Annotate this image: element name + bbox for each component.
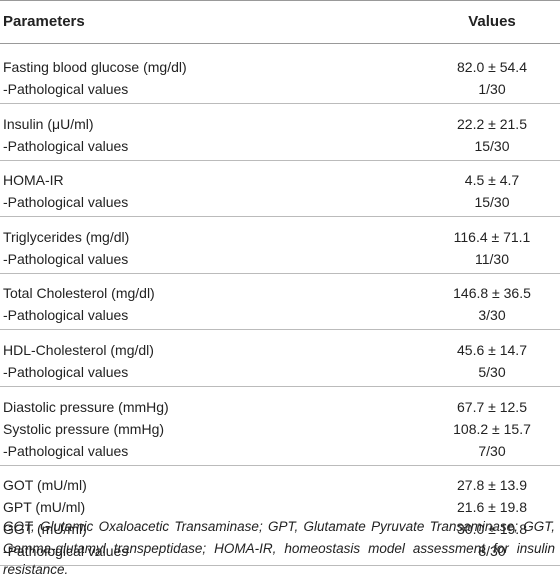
row-group: HOMA-IR 4.5 ± 4.7 -Pathological values 15/3…: [0, 169, 560, 218]
row-group: GOT (mU/ml) 27.8 ± 13.9 GPT (mU/ml) 21.6 ± …: [0, 474, 560, 567]
value-cell: 22.2 ± 21.5: [457, 115, 527, 132]
value-cell: 1/30: [478, 81, 506, 97]
row-group: Diastolic pressure (mmHg) 67.7 ± 12.5 Syst…: [0, 396, 560, 466]
footnote: GOT, Glutamic Oxaloacetic Transaminase; …: [3, 519, 555, 577]
value-cell: 15/30: [474, 194, 510, 211]
value-cell: 5/30: [478, 364, 506, 380]
table-row: Systolic pressure (mmHg) 108.2 ± 15.7: [0, 418, 560, 440]
value-cell: 116.4 ± 71.1: [453, 228, 531, 245]
row-group: Total Cholesterol (mg/dl) 146.8 ± 36.5 -Pa…: [0, 282, 560, 331]
parameter-cell: Total Cholesterol (mg/dl): [3, 285, 155, 302]
header-cell: Parameters: [3, 13, 85, 30]
value-cell: 4.5 ± 4.7: [464, 172, 520, 189]
row-group: HDL-Cholesterol (mg/dl) 45.6 ± 14.7 -Patho…: [0, 339, 560, 387]
table-row: Triglycerides (mg/dl) 116.4 ± 71.1: [0, 226, 560, 248]
parameter-cell: Fasting blood glucose (mg/dl): [3, 59, 187, 75]
parameter-cell: GOT (mU/ml): [3, 477, 87, 494]
parameter-cell: Insulin (μU/ml): [3, 115, 94, 132]
table-header: Parameters Values: [0, 0, 560, 44]
table-row: -Pathological values 7/30: [0, 440, 560, 462]
parameter-cell: GPT (mU/ml): [3, 499, 86, 516]
value-cell: 3/30: [478, 307, 506, 324]
table-row: GOT (mU/ml) 27.8 ± 13.9: [0, 474, 560, 496]
parameter-cell: Diastolic pressure (mmHg): [3, 398, 169, 415]
parameter-cell: -Pathological values: [3, 81, 129, 97]
parameter-cell: -Pathological values: [3, 250, 129, 267]
table-row: -Pathological values 8/30: [0, 540, 560, 562]
table-row: -Pathological values 5/30: [0, 361, 560, 383]
table-row: GGT (mU/ml) 30.0 ± 19.8: [0, 518, 560, 540]
parameter-cell: -Pathological values: [3, 137, 129, 154]
table-row: -Pathological values 11/30: [0, 248, 560, 270]
table-row: -Pathological values 15/30: [0, 135, 560, 157]
parameter-cell: -Pathological values: [3, 194, 129, 211]
parameter-cell: GGT (mU/ml): [3, 521, 87, 538]
parameter-cell: HOMA-IR: [3, 172, 64, 189]
table-row: Diastolic pressure (mmHg) 67.7 ± 12.5: [0, 396, 560, 418]
parameter-cell: Systolic pressure (mmHg): [3, 420, 165, 437]
table-row: HDL-Cholesterol (mg/dl) 45.6 ± 14.7: [0, 339, 560, 361]
header-cell: Values: [468, 13, 516, 30]
parameter-cell: -Pathological values: [3, 442, 129, 459]
value-cell: 45.6 ± 14.7: [457, 342, 527, 358]
value-cell: 15/30: [474, 137, 510, 154]
value-cell: 67.7 ± 12.5: [457, 398, 527, 415]
row-group: Triglycerides (mg/dl) 116.4 ± 71.1 -Pathol…: [0, 226, 560, 274]
value-cell: 21.6 ± 19.8: [457, 499, 527, 516]
row-group: Insulin (μU/ml) 22.2 ± 21.5 -Pathological …: [0, 113, 560, 161]
table-row: Fasting blood glucose (mg/dl) 82.0 ± 54.4: [0, 56, 560, 78]
parameter-cell: -Pathological values: [3, 307, 129, 324]
row-group: Fasting blood glucose (mg/dl) 82.0 ± 54.4…: [0, 56, 560, 104]
value-cell: 11/30: [475, 250, 509, 267]
parameter-cell: -Pathological values: [3, 543, 129, 560]
table-row: HOMA-IR 4.5 ± 4.7: [0, 169, 560, 191]
value-cell: 30.0 ± 19.8: [457, 521, 527, 538]
value-cell: 8/30: [478, 543, 506, 560]
parameter-cell: HDL-Cholesterol (mg/dl): [3, 342, 154, 358]
table-row: Insulin (μU/ml) 22.2 ± 21.5: [0, 113, 560, 135]
table-row: -Pathological values 1/30: [0, 78, 560, 100]
table-row: -Pathological values 15/30: [0, 191, 560, 213]
value-cell: 7/30: [478, 442, 506, 459]
table-row: GPT (mU/ml) 21.6 ± 19.8: [0, 496, 560, 518]
value-cell: 82.0 ± 54.4: [457, 59, 527, 75]
table-row: -Pathological values 3/30: [0, 304, 560, 326]
table-row: Total Cholesterol (mg/dl) 146.8 ± 36.5: [0, 282, 560, 304]
value-cell: 27.8 ± 13.9: [457, 477, 527, 494]
parameter-cell: -Pathological values: [3, 364, 129, 380]
value-cell: 146.8 ± 36.5: [453, 285, 531, 302]
parameter-cell: Triglycerides (mg/dl): [3, 228, 130, 245]
value-cell: 108.2 ± 15.7: [453, 420, 531, 437]
